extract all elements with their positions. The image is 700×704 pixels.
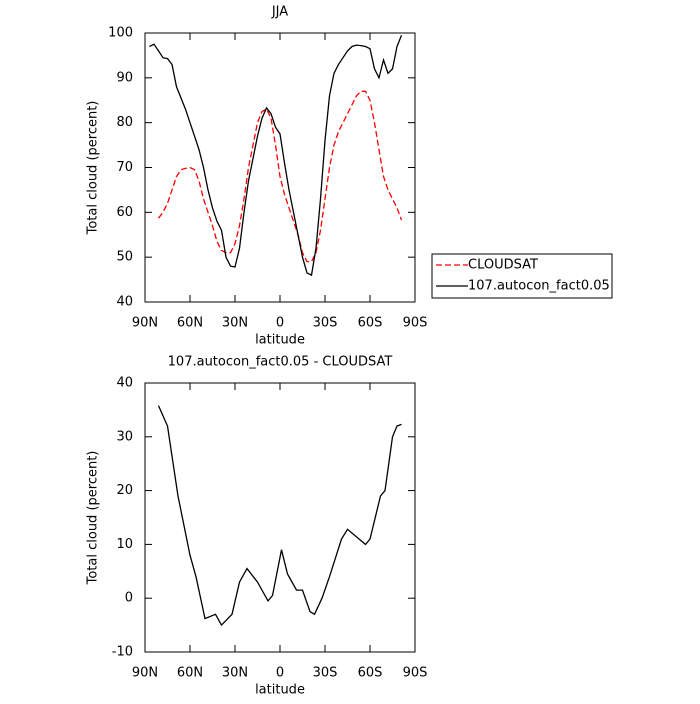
y-axis-label: Total cloud (percent) [86, 101, 101, 236]
data-line [157, 405, 402, 627]
x-tick-label: 30N [222, 316, 248, 331]
x-tick-label: 60N [177, 316, 203, 331]
x-tick-label: 90S [403, 666, 428, 681]
x-tick-label: 90N [132, 316, 158, 331]
chart-title: 107.autocon_fact0.05 - CLOUDSAT [168, 355, 393, 370]
x-tick-label: 60S [358, 316, 383, 331]
x-axis-label: latitude [255, 683, 305, 698]
data-line [149, 34, 403, 277]
y-tick-label: 70 [116, 160, 133, 175]
plot-frame [144, 382, 416, 653]
y-tick-label: 40 [116, 295, 133, 310]
x-tick-label: 0 [276, 666, 284, 681]
y-tick-label: 20 [116, 483, 133, 498]
chart-title: JJA [271, 5, 288, 20]
x-tick-label: 90S [403, 316, 428, 331]
y-tick-label: 40 [116, 376, 133, 391]
y-tick-label: 100 [108, 26, 133, 41]
legend-label: 107.autocon_fact0.05 [468, 279, 610, 294]
x-tick-label: 90N [132, 666, 158, 681]
y-tick-label: 90 [116, 70, 133, 85]
x-tick-label: 60N [177, 666, 203, 681]
x-tick-label: 30S [313, 316, 338, 331]
legend-box [431, 253, 613, 299]
x-tick-label: 60S [358, 666, 383, 681]
x-tick-label: 0 [276, 316, 284, 331]
plot-frame [144, 32, 416, 303]
data-line [157, 90, 403, 263]
y-axis-label: Total cloud (percent) [86, 451, 101, 586]
legend-label: CLOUDSAT [468, 258, 538, 273]
y-tick-label: 10 [116, 537, 133, 552]
y-tick-label: 60 [116, 205, 133, 220]
y-tick-label: 50 [116, 250, 133, 265]
x-tick-label: 30N [222, 666, 248, 681]
y-tick-label: 0 [125, 591, 133, 606]
y-tick-label: 80 [116, 115, 133, 130]
y-tick-label: 30 [116, 429, 133, 444]
x-axis-label: latitude [255, 333, 305, 348]
y-tick-label: -10 [112, 645, 133, 660]
x-tick-label: 30S [313, 666, 338, 681]
